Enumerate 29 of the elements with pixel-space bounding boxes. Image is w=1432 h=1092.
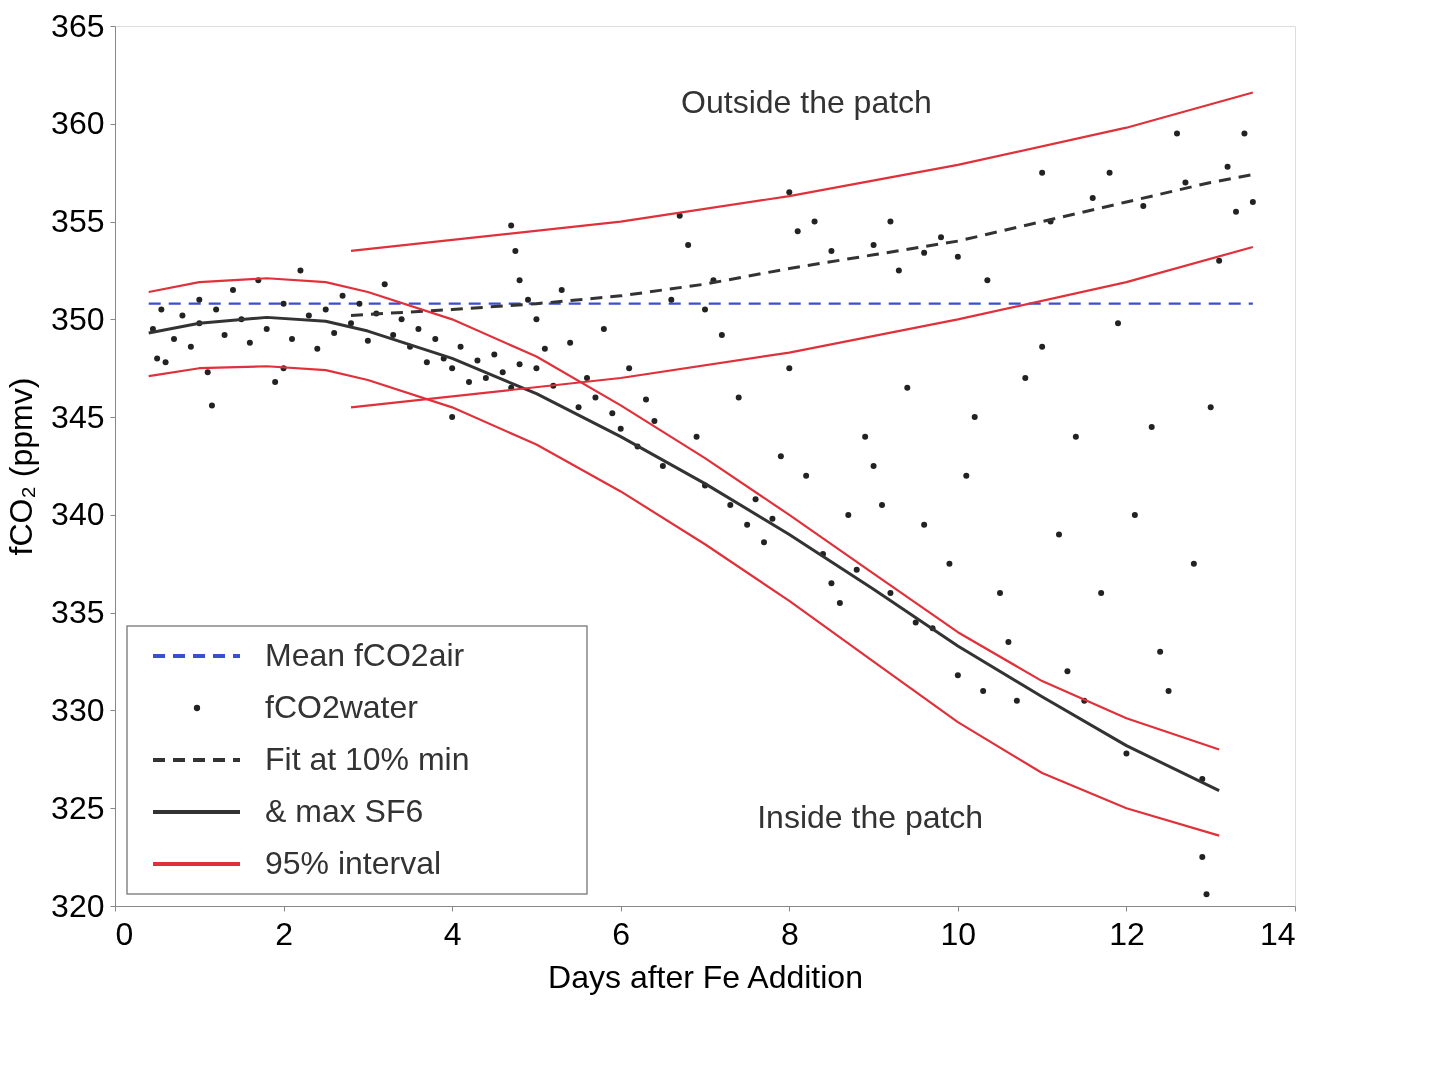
y-tick-label: 325 — [51, 789, 105, 826]
y-tick-label: 345 — [51, 398, 105, 435]
y-tick-label: 340 — [51, 496, 105, 533]
y-tick-label: 360 — [51, 105, 105, 142]
y-tick-label: 335 — [51, 594, 105, 631]
x-tick-label: 8 — [780, 915, 799, 952]
x-tick-label: 0 — [115, 915, 134, 952]
legend-label: Fit at 10% min — [265, 741, 470, 777]
legend-label: fCO2water — [265, 689, 419, 725]
y-tick-label: 320 — [51, 887, 105, 924]
x-axis-title: Days after Fe Addition — [548, 958, 863, 995]
x-tick-label: 4 — [443, 915, 462, 952]
y-axis-title: fCO₂ (ppmv) — [3, 377, 40, 556]
x-tick-label: 6 — [612, 915, 631, 952]
legend-label: Mean fCO2air — [265, 637, 465, 673]
legend-label: & max SF6 — [265, 793, 424, 829]
x-tick-label: 2 — [275, 915, 293, 952]
y-tick-label: 365 — [51, 7, 105, 44]
annotation: Inside the patch — [757, 799, 984, 835]
y-tick-label: 355 — [51, 203, 105, 240]
line-series — [147, 315, 1221, 793]
legend-label: 95% interval — [265, 845, 442, 881]
y-tick-label: 350 — [51, 300, 105, 337]
line-series — [349, 91, 1254, 252]
x-tick-label: 10 — [940, 915, 977, 952]
x-tick-label: 14 — [1259, 915, 1296, 952]
annotation: Outside the patch — [681, 83, 932, 120]
y-tick-label: 330 — [51, 691, 105, 728]
x-tick-label: 12 — [1109, 915, 1145, 952]
